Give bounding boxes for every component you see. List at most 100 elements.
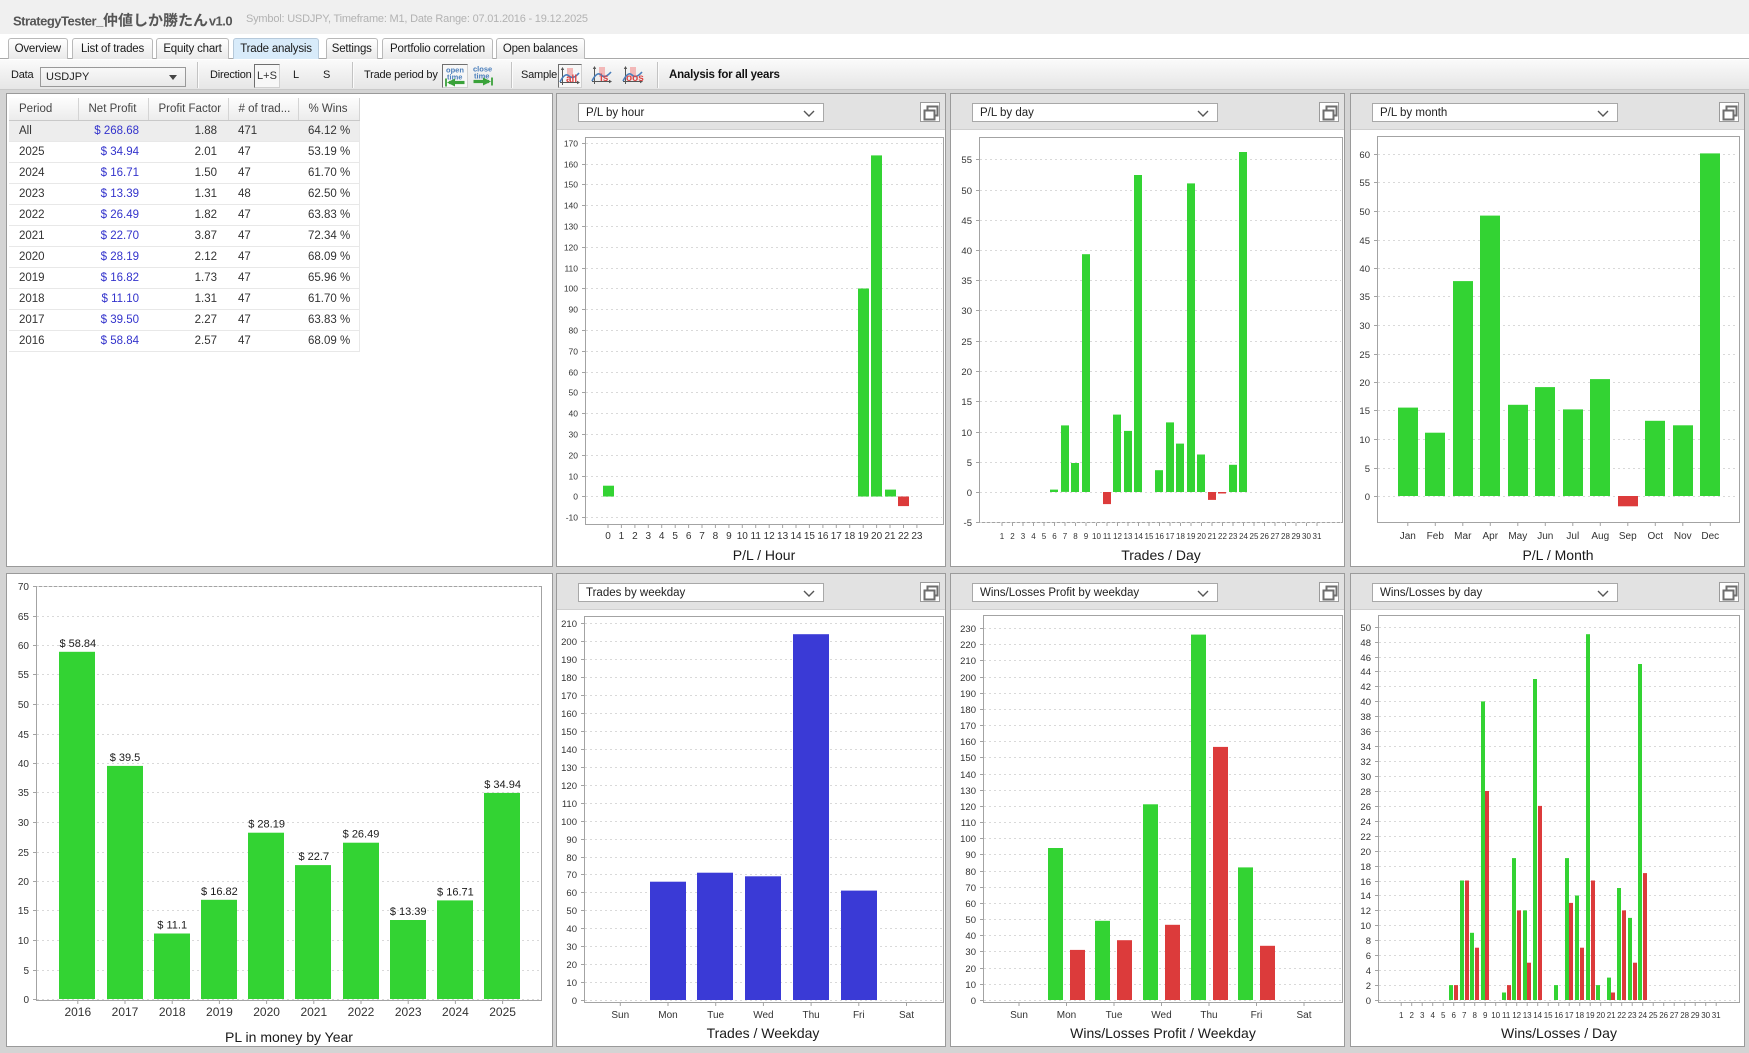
svg-text:10: 10 [965,980,976,991]
svg-text:4: 4 [1430,1011,1435,1020]
svg-text:8: 8 [713,531,719,542]
svg-text:10: 10 [569,472,579,482]
svg-text:8: 8 [1472,1011,1477,1020]
svg-text:Wins/Losses / Day: Wins/Losses / Day [1501,1025,1617,1041]
svg-text:6: 6 [1451,1011,1456,1020]
svg-text:3: 3 [1021,532,1026,541]
svg-text:all: all [566,74,577,85]
svg-text:80: 80 [569,326,579,336]
svg-text:0: 0 [1365,492,1370,503]
svg-text:40: 40 [965,931,976,942]
svg-text:Sat: Sat [899,1010,914,1021]
svg-text:28: 28 [1281,532,1290,541]
svg-text:18: 18 [1176,532,1185,541]
svg-text:31: 31 [1712,1011,1721,1020]
svg-text:9: 9 [726,531,732,542]
svg-text:15: 15 [961,397,972,408]
svg-text:1: 1 [1000,532,1005,541]
svg-text:12: 12 [1512,1011,1521,1020]
svg-text:19: 19 [1586,1011,1595,1020]
svg-text:190: 190 [960,689,976,700]
svg-text:22: 22 [1617,1011,1626,1020]
svg-text:2019: 2019 [206,1005,233,1019]
svg-text:5: 5 [1365,464,1370,475]
svg-text:-10: -10 [566,513,579,523]
svg-text:May: May [1508,531,1527,542]
svg-text:170: 170 [960,721,976,732]
svg-text:10: 10 [18,936,30,947]
svg-text:12: 12 [764,531,776,542]
svg-text:3: 3 [646,531,652,542]
svg-text:$ 16.82: $ 16.82 [201,886,238,898]
svg-text:27: 27 [1670,1011,1679,1020]
svg-text:22: 22 [1360,832,1371,843]
svg-text:20: 20 [569,451,579,461]
svg-text:10: 10 [566,978,577,989]
svg-text:30: 30 [961,306,972,317]
svg-text:210: 210 [960,656,976,667]
svg-text:120: 120 [564,243,578,253]
svg-text:1: 1 [619,531,625,542]
svg-text:46: 46 [1360,653,1371,664]
svg-text:Tue: Tue [707,1010,724,1021]
svg-text:180: 180 [561,673,577,684]
svg-text:0: 0 [1366,996,1371,1007]
svg-text:Jun: Jun [1537,531,1553,542]
svg-text:14: 14 [790,531,802,542]
svg-text:170: 170 [561,691,577,702]
svg-text:25: 25 [18,848,30,859]
svg-text:150: 150 [564,180,578,190]
svg-text:25: 25 [1250,532,1259,541]
svg-text:130: 130 [564,222,578,232]
svg-text:17: 17 [1166,532,1175,541]
svg-text:140: 140 [960,770,976,781]
svg-text:110: 110 [961,818,976,829]
svg-text:200: 200 [960,673,976,684]
svg-text:16: 16 [1360,877,1371,888]
svg-text:6: 6 [1052,532,1057,541]
svg-text:Mon: Mon [1057,1010,1076,1021]
svg-text:Trades / Weekday: Trades / Weekday [707,1025,820,1041]
svg-text:$ 58.84: $ 58.84 [59,638,96,650]
svg-text:0: 0 [572,996,577,1007]
svg-text:13: 13 [1124,532,1133,541]
svg-text:2025: 2025 [489,1005,516,1019]
svg-text:40: 40 [961,246,972,257]
svg-text:29: 29 [1691,1011,1700,1020]
svg-text:60: 60 [569,368,579,378]
svg-text:130: 130 [960,786,976,797]
svg-text:30: 30 [1360,772,1371,783]
svg-text:0: 0 [573,492,578,502]
svg-text:-5: -5 [964,518,972,529]
svg-text:110: 110 [562,799,577,810]
svg-text:Feb: Feb [1427,531,1445,542]
svg-text:2024: 2024 [442,1005,469,1019]
svg-text:18: 18 [844,531,856,542]
svg-text:Dec: Dec [1701,531,1719,542]
svg-text:8: 8 [1073,532,1078,541]
svg-text:Wed: Wed [753,1010,773,1021]
svg-text:2: 2 [632,531,638,542]
svg-text:160: 160 [564,160,578,170]
svg-text:26: 26 [1360,802,1371,813]
svg-text:26: 26 [1659,1011,1668,1020]
svg-text:$ 16.71: $ 16.71 [437,886,474,898]
svg-text:11: 11 [1103,532,1112,541]
svg-text:38: 38 [1360,712,1371,723]
svg-text:Fri: Fri [853,1010,865,1021]
svg-text:15: 15 [1544,1011,1553,1020]
svg-text:50: 50 [1360,623,1371,634]
svg-text:50: 50 [18,700,30,711]
svg-text:20: 20 [1596,1011,1605,1020]
svg-text:24: 24 [1638,1011,1647,1020]
svg-text:30: 30 [566,942,577,953]
svg-text:20: 20 [961,367,972,378]
svg-text:150: 150 [561,727,577,738]
svg-text:5: 5 [967,458,972,469]
svg-text:230: 230 [960,624,976,635]
svg-text:2016: 2016 [64,1005,91,1019]
svg-text:9: 9 [1483,1011,1488,1020]
svg-text:18: 18 [1360,862,1371,873]
svg-text:3: 3 [1420,1011,1425,1020]
svg-text:100: 100 [960,834,976,845]
